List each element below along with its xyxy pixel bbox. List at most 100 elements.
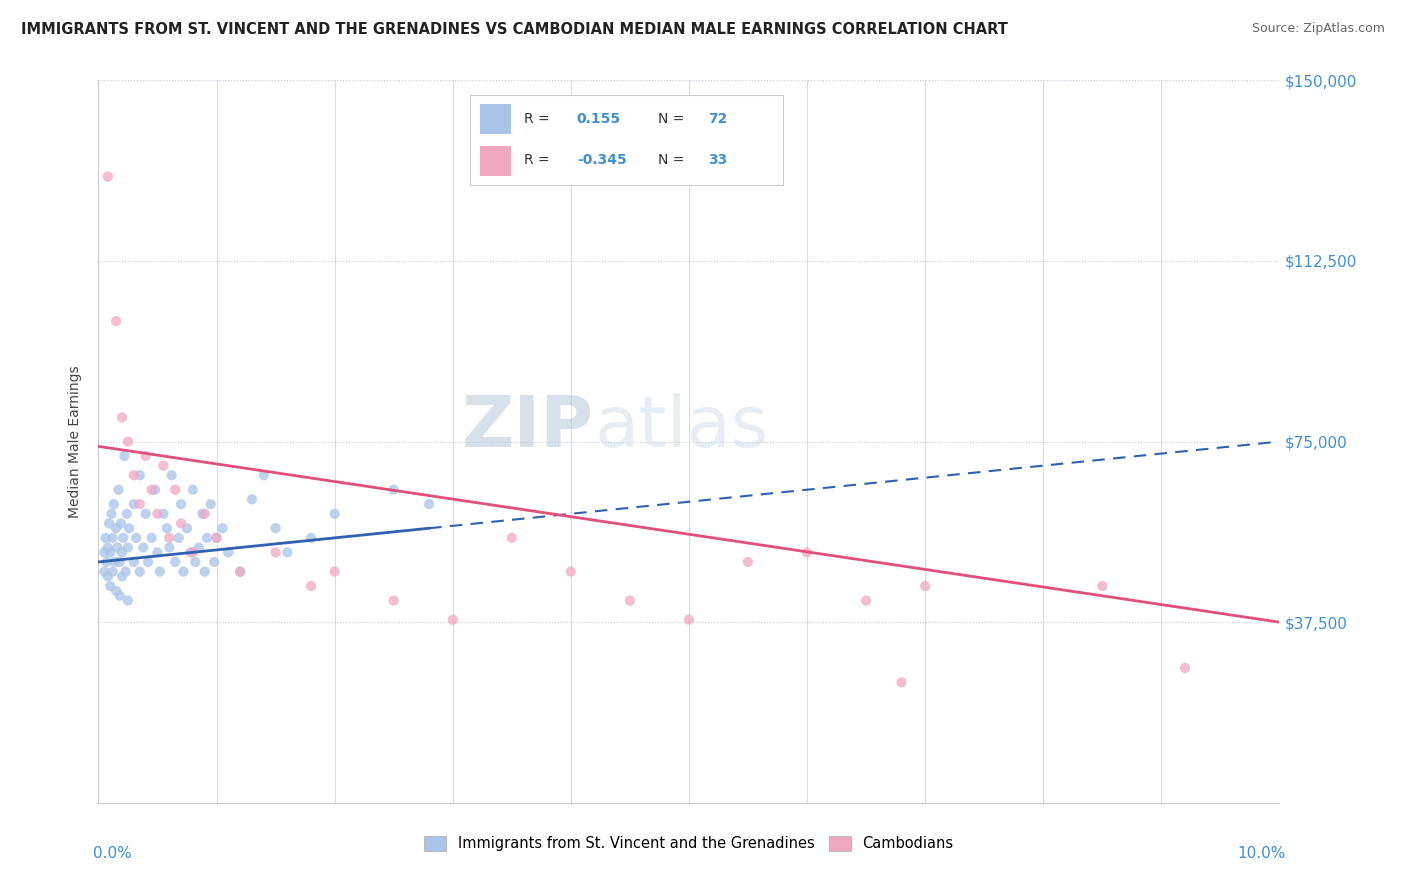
- Point: [143, 483, 166, 497]
- Point: [98, 516, 121, 531]
- Point: [441, 613, 464, 627]
- Text: 10.0%: 10.0%: [1237, 847, 1285, 861]
- Point: [125, 531, 148, 545]
- Point: [180, 545, 202, 559]
- Point: [136, 555, 159, 569]
- Point: [501, 531, 523, 545]
- Point: [115, 507, 138, 521]
- Point: [152, 458, 174, 473]
- Point: [94, 531, 117, 545]
- Point: [103, 497, 125, 511]
- Point: [157, 541, 180, 555]
- Text: 0.0%: 0.0%: [93, 847, 131, 861]
- Point: [264, 521, 287, 535]
- Point: [135, 507, 157, 521]
- Point: [128, 468, 150, 483]
- Point: [323, 565, 346, 579]
- Text: Source: ZipAtlas.com: Source: ZipAtlas.com: [1251, 22, 1385, 36]
- Point: [100, 507, 122, 521]
- Point: [382, 483, 405, 497]
- Point: [229, 565, 252, 579]
- Point: [184, 555, 207, 569]
- Point: [105, 314, 128, 328]
- Point: [110, 516, 132, 531]
- Point: [264, 545, 287, 559]
- Point: [253, 468, 276, 483]
- Point: [114, 565, 136, 579]
- Legend: Immigrants from St. Vincent and the Grenadines, Cambodians: Immigrants from St. Vincent and the Gren…: [419, 830, 959, 857]
- Point: [299, 579, 322, 593]
- Point: [93, 545, 115, 559]
- Point: [276, 545, 298, 559]
- Point: [122, 555, 145, 569]
- Point: [418, 497, 440, 511]
- Point: [108, 555, 131, 569]
- Point: [105, 541, 128, 555]
- Point: [128, 497, 150, 511]
- Point: [98, 579, 121, 593]
- Point: [1091, 579, 1114, 593]
- Point: [202, 555, 225, 569]
- Point: [855, 593, 877, 607]
- Point: [323, 507, 346, 521]
- Point: [152, 507, 174, 521]
- Point: [619, 593, 641, 607]
- Point: [176, 521, 198, 535]
- Point: [135, 449, 157, 463]
- Point: [117, 541, 139, 555]
- Point: [172, 565, 194, 579]
- Text: IMMIGRANTS FROM ST. VINCENT AND THE GRENADINES VS CAMBODIAN MEDIAN MALE EARNINGS: IMMIGRANTS FROM ST. VINCENT AND THE GREN…: [21, 22, 1008, 37]
- Point: [1174, 661, 1197, 675]
- Point: [170, 497, 193, 511]
- Point: [737, 555, 759, 569]
- Point: [181, 483, 204, 497]
- Point: [678, 613, 700, 627]
- Point: [160, 468, 183, 483]
- Point: [122, 468, 145, 483]
- Point: [217, 545, 239, 559]
- Point: [107, 483, 129, 497]
- Point: [205, 531, 228, 545]
- Point: [156, 521, 179, 535]
- Point: [914, 579, 936, 593]
- Point: [104, 555, 127, 569]
- Point: [97, 169, 120, 184]
- Point: [141, 483, 163, 497]
- Point: [97, 569, 120, 583]
- Point: [200, 497, 222, 511]
- Point: [141, 531, 163, 545]
- Point: [105, 521, 128, 535]
- Y-axis label: Median Male Earnings: Median Male Earnings: [69, 365, 83, 518]
- Point: [205, 531, 228, 545]
- Point: [97, 541, 120, 555]
- Point: [117, 593, 139, 607]
- Point: [146, 507, 169, 521]
- Point: [299, 531, 322, 545]
- Point: [890, 675, 912, 690]
- Point: [105, 583, 128, 598]
- Point: [122, 497, 145, 511]
- Point: [194, 565, 217, 579]
- Point: [132, 541, 155, 555]
- Point: [146, 545, 169, 559]
- Point: [117, 434, 139, 449]
- Point: [112, 449, 135, 463]
- Point: [112, 531, 135, 545]
- Text: atlas: atlas: [595, 392, 769, 461]
- Point: [191, 507, 214, 521]
- Point: [111, 569, 134, 583]
- Point: [111, 410, 134, 425]
- Point: [93, 565, 115, 579]
- Point: [382, 593, 405, 607]
- Point: [229, 565, 252, 579]
- Point: [194, 507, 217, 521]
- Point: [157, 531, 180, 545]
- Point: [181, 545, 204, 559]
- Point: [98, 545, 121, 559]
- Point: [560, 565, 582, 579]
- Text: ZIP: ZIP: [463, 392, 595, 461]
- Point: [240, 492, 263, 507]
- Point: [96, 555, 118, 569]
- Point: [149, 565, 172, 579]
- Point: [167, 531, 190, 545]
